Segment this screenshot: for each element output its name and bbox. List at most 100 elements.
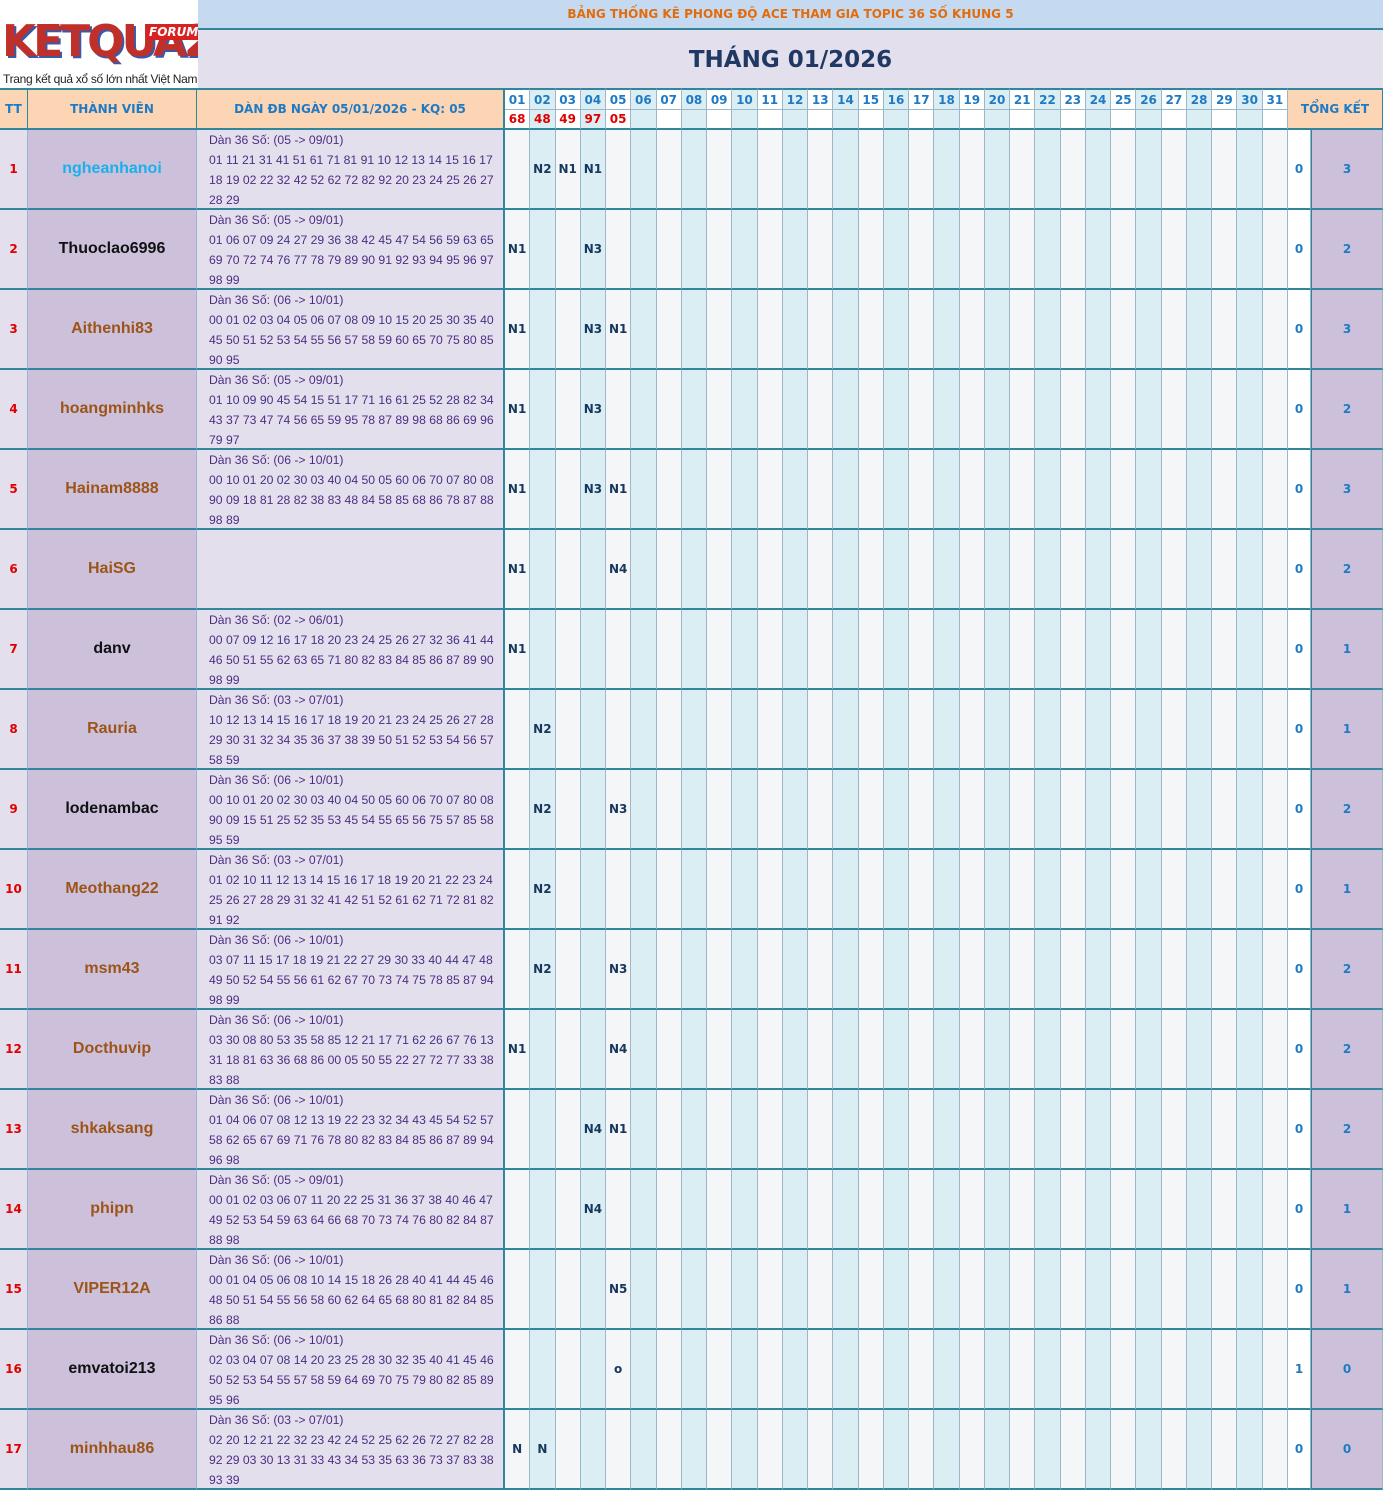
day-cell	[1060, 1330, 1086, 1410]
day-cell	[959, 770, 985, 850]
day-cell	[656, 930, 682, 1010]
day-cell	[984, 610, 1011, 690]
day-cell	[757, 1010, 783, 1090]
total-count: 1	[1311, 610, 1383, 690]
dan-numbers: 01 10 09 90 45 54 15 51 17 71 16 61 25 5…	[209, 393, 494, 447]
day-cell	[757, 770, 783, 850]
day-cell	[656, 1250, 682, 1330]
row-number: 1	[0, 130, 28, 210]
day-cell	[782, 1010, 809, 1090]
day-cell	[631, 1410, 657, 1490]
day-cell	[732, 690, 758, 770]
day-cell	[656, 1170, 682, 1250]
day-cell	[1262, 1250, 1288, 1330]
day-result	[808, 110, 834, 130]
day-header: 19	[959, 88, 985, 110]
day-cell	[808, 290, 834, 370]
day-cell	[707, 1410, 733, 1490]
day-cell	[1161, 850, 1187, 930]
total-count: 3	[1311, 450, 1383, 530]
member-name: shkaksang	[28, 1090, 197, 1170]
dan-cell: Dàn 36 Số: (03 -> 07/01) 01 02 10 11 12 1…	[197, 850, 505, 930]
dan-title: Dàn 36 Số: (06 -> 10/01)	[209, 453, 344, 467]
day-cell	[909, 450, 935, 530]
day-cell	[707, 1010, 733, 1090]
day-cell	[1010, 210, 1036, 290]
day-cell	[732, 210, 758, 290]
day-cell	[808, 530, 834, 610]
day-cell	[707, 130, 733, 210]
miss-count: 0	[1288, 1010, 1311, 1090]
day-cell	[833, 130, 859, 210]
day-header: 18	[934, 88, 960, 110]
logo-tagline: Trang kết quả xổ số lớn nhất Việt Nam	[3, 72, 198, 86]
day-result	[631, 110, 657, 130]
day-cell	[1212, 690, 1238, 770]
day-cell	[1161, 1090, 1187, 1170]
day-cell	[984, 1330, 1011, 1410]
day-cell	[1060, 1010, 1086, 1090]
miss-count: 1	[1288, 1330, 1311, 1410]
day-cell	[1262, 930, 1288, 1010]
dan-cell: Dàn 36 Số: (05 -> 09/01) 00 01 02 03 06 0…	[197, 1170, 505, 1250]
day-cell	[1161, 130, 1187, 210]
day-cell	[631, 1250, 657, 1330]
day-cell	[681, 530, 708, 610]
day-cell	[732, 610, 758, 690]
day-cell	[883, 930, 910, 1010]
day-cell	[681, 850, 708, 930]
day-mark: N1	[606, 1090, 632, 1170]
day-cell	[909, 290, 935, 370]
day-cell	[883, 850, 910, 930]
day-cell	[1111, 770, 1137, 850]
day-mark: N2	[530, 850, 556, 930]
day-cell	[1085, 450, 1112, 530]
day-cell	[934, 610, 960, 690]
day-cell	[959, 370, 985, 450]
day-cell	[631, 450, 657, 530]
day-cell	[1262, 210, 1288, 290]
day-mark: N1	[505, 370, 531, 450]
day-mark: N	[530, 1410, 556, 1490]
miss-count: 0	[1288, 1250, 1311, 1330]
day-cell	[1237, 1010, 1263, 1090]
day-cell	[1010, 1170, 1036, 1250]
day-cell	[1111, 1410, 1137, 1490]
day-cell	[959, 1330, 985, 1410]
day-cell	[1262, 1170, 1288, 1250]
day-cell	[530, 610, 556, 690]
day-cell	[1237, 530, 1263, 610]
day-cell	[1262, 610, 1288, 690]
day-cell	[808, 450, 834, 530]
day-result: 49	[555, 110, 581, 130]
day-cell	[530, 1250, 556, 1330]
day-cell	[909, 210, 935, 290]
day-result	[1262, 110, 1288, 130]
day-cell	[1212, 1010, 1238, 1090]
day-cell	[681, 1090, 708, 1170]
dan-numbers: 00 10 01 20 02 30 03 40 04 50 05 60 06 7…	[209, 793, 494, 847]
total-count: 3	[1311, 130, 1383, 210]
day-cell	[1035, 1330, 1061, 1410]
day-cell	[757, 450, 783, 530]
row-number: 16	[0, 1330, 28, 1410]
day-mark: N4	[606, 530, 632, 610]
day-cell	[606, 1170, 632, 1250]
miss-count: 0	[1288, 1410, 1311, 1490]
day-cell	[984, 1410, 1011, 1490]
miss-count: 0	[1288, 370, 1311, 450]
day-cell	[681, 210, 708, 290]
day-cell	[1060, 1410, 1086, 1490]
day-cell	[883, 1090, 910, 1170]
day-result	[782, 110, 809, 130]
day-cell	[1111, 690, 1137, 770]
total-count: 2	[1311, 210, 1383, 290]
day-cell	[681, 290, 708, 370]
day-result	[681, 110, 708, 130]
day-cell	[1136, 290, 1162, 370]
day-cell	[631, 1090, 657, 1170]
dan-cell: Dàn 36 Số: (06 -> 10/01) 00 01 02 03 04 0…	[197, 290, 505, 370]
day-cell	[606, 1410, 632, 1490]
day-cell	[681, 370, 708, 450]
